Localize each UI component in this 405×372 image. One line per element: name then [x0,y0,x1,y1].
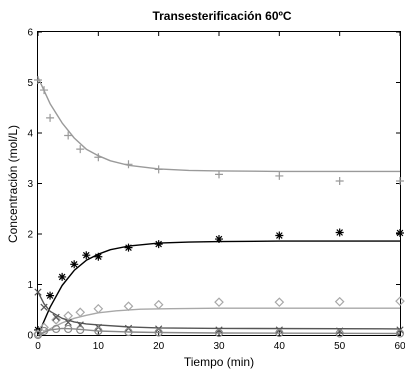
data-point-diamond [51,315,61,325]
y-tick-label: 2 [27,230,33,241]
data-point-circle [51,324,61,334]
data-point-diamond [93,303,104,314]
x-tick-label: 50 [334,341,346,352]
data-point-x [336,327,344,335]
data-point-asterisk [70,260,79,269]
y-axis-label: Concentración (mol/L) [6,125,20,243]
data-point-diamond [395,296,405,307]
data-point-diamond [63,310,74,321]
fit-curve-5 [37,327,401,336]
data-point-asterisk [275,231,284,240]
chart-title: Transesterificación 60ºC [152,9,291,23]
data-point-circle [33,330,43,340]
y-tick-label: 6 [27,28,33,39]
x-tick-label: 40 [274,341,286,352]
data-point-circle [214,328,224,338]
data-point-circle [76,325,85,335]
data-point-plus [76,145,85,154]
data-point-asterisk [396,228,404,237]
x-tick-label: 60 [394,341,405,352]
y-tick-label: 0 [27,331,33,342]
data-point-plus [124,160,133,169]
data-point-diamond [123,301,134,312]
data-point-asterisk [335,228,344,237]
data-point-asterisk [46,291,55,300]
data-point-asterisk [124,243,133,252]
data-point-diamond [214,297,224,308]
data-point-circle [395,329,405,338]
data-point-diamond [39,322,49,333]
data-point-circle [94,326,103,336]
data-point-plus [94,153,103,162]
x-tick-label: 0 [35,341,41,352]
data-point-x [64,318,72,326]
data-point-plus [335,176,344,185]
data-point-diamond [153,299,164,310]
data-point-asterisk [215,235,223,244]
y-tick-label: 5 [27,78,33,89]
data-point-circle [124,327,133,337]
data-point-plus [34,75,42,84]
data-point-plus [46,113,55,122]
data-point-plus [40,86,49,95]
data-point-diamond [274,297,285,308]
data-point-plus [396,176,404,185]
data-point-diamond [334,296,345,307]
data-point-x [40,303,48,311]
data-point-x [34,288,42,296]
data-point-plus [275,171,284,180]
data-point-circle [335,329,344,338]
data-point-circle [275,328,284,338]
y-axis: 0 1 2 3 4 5 6 [27,28,400,342]
data-point-plus [64,131,73,140]
data-point-asterisk [154,240,163,249]
data-point-circle [154,328,163,337]
y-tick-label: 3 [27,179,33,190]
data-point-plus [215,170,223,179]
data-point-asterisk [94,252,103,261]
data-point-circle [64,324,73,334]
y-tick-label: 4 [27,129,33,140]
data-point-asterisk [58,272,67,281]
data-point-plus [154,165,163,174]
data-point-x [52,313,60,321]
fit-curve-4 [37,291,401,330]
x-tick-label: 10 [93,341,105,352]
data-point-asterisk [82,251,91,260]
x-axis-label: Tiempo (min) [184,355,254,369]
x-tick-label: 20 [153,341,165,352]
x-tick-label: 30 [213,341,225,352]
data-point-circle [39,326,49,336]
data-markers [33,75,405,340]
y-tick-label: 1 [27,280,33,291]
data-point-diamond [75,307,86,318]
